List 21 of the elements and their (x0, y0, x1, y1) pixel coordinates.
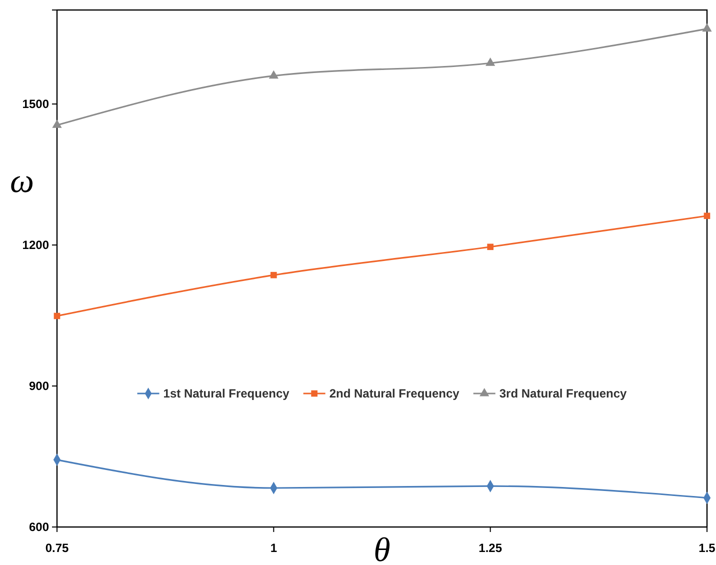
legend-label: 1st Natural Frequency (163, 386, 290, 400)
point (52, 120, 62, 128)
x-axis-title: θ (374, 532, 390, 565)
y-tick-label: 900 (28, 378, 50, 393)
y-tick-label: 1500 (22, 96, 50, 111)
point (268, 70, 278, 79)
point (54, 312, 60, 320)
y-tick-label: 1200 (22, 238, 50, 252)
x-tick-label: 1 (270, 540, 278, 555)
point (270, 272, 277, 278)
y-axis-title: ω (10, 163, 34, 200)
point (487, 244, 494, 250)
x-tick-label: 1.25 (478, 540, 502, 555)
legend-label: 2nd Natural Frequency (329, 386, 460, 400)
point (486, 58, 496, 66)
point (704, 212, 710, 220)
x-tick-label: 0.75 (45, 540, 69, 555)
y-tick-label: 600 (28, 520, 50, 534)
point (702, 23, 712, 32)
x-tick-label: 1.5 (698, 540, 716, 555)
legend-label: 3rd Natural Frequency (499, 386, 628, 400)
